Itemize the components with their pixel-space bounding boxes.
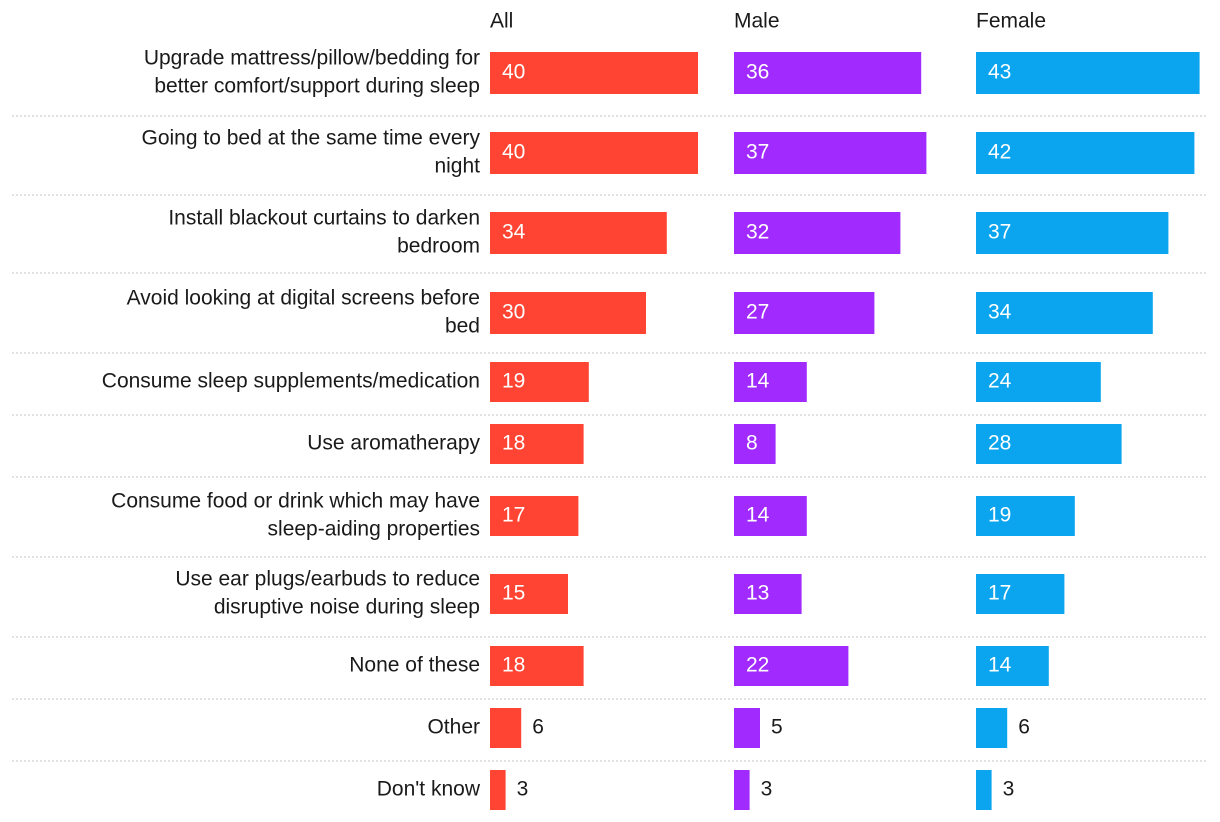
bar-female xyxy=(976,770,992,810)
data-label-all: 34 xyxy=(502,221,526,244)
data-label-all: 17 xyxy=(502,504,525,527)
data-label-male: 13 xyxy=(746,582,769,605)
bar-female xyxy=(976,52,1200,94)
bar-all xyxy=(490,132,698,174)
data-label-all: 30 xyxy=(502,301,525,324)
data-label-all: 40 xyxy=(502,141,525,164)
category-label: Use aromatherapy xyxy=(307,432,480,455)
data-label-female: 6 xyxy=(1018,716,1030,739)
bar-all xyxy=(490,424,584,464)
bar-female xyxy=(976,132,1195,174)
category-label: Upgrade mattress/pillow/bedding for bette… xyxy=(144,47,480,98)
data-label-male: 3 xyxy=(761,778,773,801)
bar-male xyxy=(734,424,776,464)
bar-all xyxy=(490,496,579,536)
bar-male xyxy=(734,708,760,748)
bar-female xyxy=(976,212,1169,254)
category-label: Use ear plugs/earbuds to reduce disruptiv… xyxy=(175,568,480,619)
data-label-male: 37 xyxy=(746,141,769,164)
data-label-male: 5 xyxy=(771,716,783,739)
data-label-female: 43 xyxy=(988,61,1011,84)
data-label-male: 14 xyxy=(746,504,770,527)
data-label-male: 14 xyxy=(746,370,770,393)
data-label-female: 37 xyxy=(988,221,1011,244)
bar-female xyxy=(976,362,1101,402)
data-label-male: 22 xyxy=(746,654,769,677)
bar-all xyxy=(490,708,522,748)
bar-all xyxy=(490,52,698,94)
bar-female xyxy=(976,496,1075,536)
bar-all xyxy=(490,646,584,686)
bar-all xyxy=(490,574,568,614)
category-label: None of these xyxy=(349,654,480,677)
data-label-all: 18 xyxy=(502,654,525,677)
bar-male xyxy=(734,362,807,402)
category-label: Other xyxy=(427,716,480,739)
bar-male xyxy=(734,496,807,536)
bar-male xyxy=(734,292,875,334)
category-label: Install blackout curtains to darken bedro… xyxy=(168,207,480,258)
data-label-female: 17 xyxy=(988,582,1011,605)
bar-female xyxy=(976,424,1122,464)
data-label-female: 14 xyxy=(988,654,1012,677)
data-label-all: 40 xyxy=(502,61,525,84)
bar-male xyxy=(734,212,901,254)
category-label: Consume sleep supplements/medication xyxy=(102,370,480,393)
category-label: Don't know xyxy=(377,778,481,801)
data-label-female: 28 xyxy=(988,432,1011,455)
bar-female xyxy=(976,574,1065,614)
column-header-female: Female xyxy=(976,10,1046,33)
column-header-all: All xyxy=(490,10,513,33)
column-header-male: Male xyxy=(734,10,780,33)
bar-male xyxy=(734,574,802,614)
bar-male xyxy=(734,52,922,94)
data-label-female: 34 xyxy=(988,301,1012,324)
category-label: Avoid looking at digital screens before b… xyxy=(127,287,480,338)
bar-male xyxy=(734,132,927,174)
data-label-female: 24 xyxy=(988,370,1012,393)
bar-female xyxy=(976,292,1153,334)
category-label: Consume food or drink which may have slee… xyxy=(111,490,480,541)
data-label-all: 3 xyxy=(517,778,529,801)
data-label-female: 42 xyxy=(988,141,1011,164)
bar-all xyxy=(490,212,667,254)
data-label-all: 6 xyxy=(532,716,544,739)
bar-all xyxy=(490,770,506,810)
category-label: Going to bed at the same time every night xyxy=(141,127,480,178)
data-label-all: 15 xyxy=(502,582,525,605)
data-label-male: 36 xyxy=(746,61,769,84)
data-label-female: 19 xyxy=(988,504,1011,527)
data-label-male: 27 xyxy=(746,301,769,324)
data-label-all: 19 xyxy=(502,370,525,393)
bar-all xyxy=(490,362,589,402)
bar-male xyxy=(734,770,750,810)
bar-female xyxy=(976,646,1049,686)
data-label-female: 3 xyxy=(1003,778,1015,801)
bar-female xyxy=(976,708,1008,748)
data-label-male: 32 xyxy=(746,221,769,244)
data-label-all: 18 xyxy=(502,432,525,455)
bar-male xyxy=(734,646,849,686)
bar-all xyxy=(490,292,646,334)
data-label-male: 8 xyxy=(746,432,758,455)
